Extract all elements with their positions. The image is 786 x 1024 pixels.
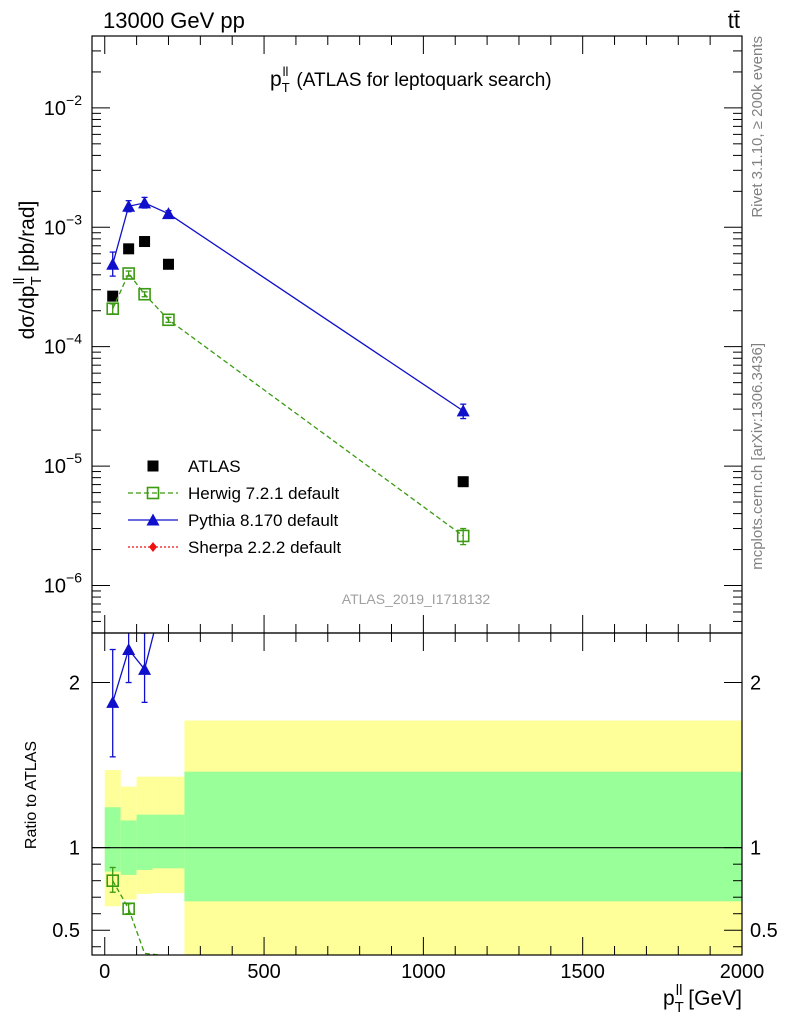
legend-label: Sherpa 2.2.2 default bbox=[188, 538, 341, 557]
rivet-version-label: Rivet 3.1.10, ≥ 200k events bbox=[749, 36, 766, 218]
data-point-triangle bbox=[161, 207, 175, 220]
ratio-y-tick-label-right: 0.5 bbox=[750, 920, 778, 942]
data-point-square bbox=[147, 460, 159, 472]
data-point-triangle bbox=[146, 513, 160, 526]
plot-title-rest: (ATLAS for leptoquark search) bbox=[296, 70, 551, 91]
main-axis-ticks bbox=[92, 35, 743, 634]
x-tick-label: 1500 bbox=[560, 961, 605, 983]
data-point-open-square bbox=[146, 486, 160, 500]
header-collision-label: 13000 GeV pp bbox=[103, 8, 245, 33]
legend-label: Pythia 8.170 default bbox=[188, 511, 339, 530]
main-y-tick-label: 10−3 bbox=[44, 211, 82, 239]
main-y-axis-label: dσ/dpTll [pb/rad] bbox=[11, 201, 45, 340]
stat-uncertainty-band bbox=[152, 814, 185, 869]
data-point-open-square bbox=[106, 302, 120, 316]
ratio-y-tick-label-right: 2 bbox=[750, 673, 761, 695]
main-y-label-pre: dσ/dp bbox=[16, 286, 39, 340]
data-point-open-square bbox=[106, 874, 120, 887]
main-y-tick-exponent: −3 bbox=[66, 211, 82, 227]
main-y-tick-base: 10 bbox=[44, 456, 66, 478]
main-y-tick-base: 10 bbox=[44, 217, 66, 239]
main-y-label-sup: ll bbox=[11, 278, 28, 285]
header-process-label: tt̄ bbox=[728, 8, 740, 33]
mcplots-label: mcplots.cern.ch [arXiv:1306.3436] bbox=[749, 343, 766, 570]
ratio-panel-frame bbox=[91, 632, 743, 956]
data-point-square bbox=[162, 258, 174, 270]
main-data-layer bbox=[106, 196, 470, 546]
x-label-post: [GeV] bbox=[682, 987, 742, 1010]
main-y-label-sub: T bbox=[28, 276, 45, 285]
main-y-label-post: [pb/rad] bbox=[16, 201, 39, 278]
analysis-watermark: ATLAS_2019_I1718132 bbox=[342, 591, 491, 607]
main-y-tick-exponent: −4 bbox=[66, 331, 82, 347]
data-point-open-square bbox=[122, 267, 135, 280]
x-tick-label: 2000 bbox=[720, 961, 765, 983]
main-y-tick-label: 10−5 bbox=[44, 450, 82, 478]
x-label-sup: ll bbox=[676, 982, 683, 999]
data-point-square bbox=[107, 290, 119, 302]
data-point-square bbox=[123, 243, 135, 255]
legend: ATLAS Herwig 7.2.1 default Pythia 8.170 de… bbox=[128, 457, 341, 557]
main-y-tick-label: 10−2 bbox=[44, 92, 82, 120]
x-label-sub: T bbox=[675, 999, 684, 1016]
plot-title: pTll (ATLAS for leptoquark search) bbox=[270, 64, 552, 95]
data-point-square bbox=[139, 236, 151, 248]
stat-uncertainty-band bbox=[136, 814, 153, 870]
legend-label: Herwig 7.2.1 default bbox=[188, 484, 339, 503]
data-point-open-square bbox=[138, 287, 151, 301]
main-y-tick-exponent: −2 bbox=[66, 92, 82, 108]
x-label-p: p bbox=[663, 987, 675, 1010]
data-point-triangle bbox=[106, 257, 120, 270]
main-y-tick-label: 10−6 bbox=[44, 569, 82, 597]
data-point-open-square bbox=[162, 313, 175, 327]
data-point-triangle bbox=[122, 199, 136, 212]
data-point-triangle bbox=[106, 695, 120, 708]
x-tick-label: 1000 bbox=[401, 961, 446, 983]
ratio-y-tick-label-left: 2 bbox=[69, 673, 80, 695]
main-y-tick-label: 10−4 bbox=[44, 331, 82, 359]
data-point-diamond bbox=[149, 542, 157, 552]
data-point-triangle bbox=[138, 662, 152, 675]
ratio-uncertainty-bands bbox=[104, 720, 742, 955]
x-tick-label: 0 bbox=[99, 961, 110, 983]
ratio-y-tick-label-right: 1 bbox=[750, 838, 761, 860]
ratio-y-tick-label-left: 1 bbox=[69, 838, 80, 860]
data-point-open-square bbox=[456, 529, 470, 543]
ratio-tick-labels: 0 500 1000 1500 2000 0.5 0.5 1 1 2 2 bbox=[52, 673, 778, 983]
ratio-y-tick-label-left: 0.5 bbox=[52, 920, 80, 942]
series-line bbox=[112, 202, 464, 412]
data-point-open-square bbox=[122, 902, 135, 916]
plot-title-sub: T bbox=[282, 80, 290, 95]
plot-title-sup: ll bbox=[283, 64, 289, 79]
main-y-tick-base: 10 bbox=[44, 98, 66, 120]
main-y-tick-base: 10 bbox=[44, 337, 66, 359]
ratio-y-axis-label: Ratio to ATLAS bbox=[23, 741, 40, 849]
x-axis-label: pTll [GeV] bbox=[663, 982, 742, 1016]
main-y-tick-exponent: −6 bbox=[66, 569, 82, 585]
main-y-tick-labels: 10−610−510−410−310−2 bbox=[44, 92, 82, 598]
plot-title-p: p bbox=[270, 68, 282, 91]
stat-uncertainty-band bbox=[184, 771, 742, 902]
main-y-tick-exponent: −5 bbox=[66, 450, 82, 466]
legend-label: ATLAS bbox=[188, 457, 241, 476]
main-y-tick-base: 10 bbox=[44, 575, 66, 597]
data-point-triangle bbox=[122, 643, 136, 656]
ratio-axis-ticks bbox=[92, 633, 743, 955]
data-point-triangle bbox=[456, 404, 470, 417]
stat-uncertainty-band bbox=[104, 807, 121, 872]
data-point-square bbox=[457, 476, 469, 488]
ratio-series-line bbox=[112, 633, 155, 703]
x-tick-label: 500 bbox=[247, 961, 280, 983]
ratio-data-layer bbox=[106, 633, 165, 955]
data-point-triangle bbox=[138, 196, 152, 209]
